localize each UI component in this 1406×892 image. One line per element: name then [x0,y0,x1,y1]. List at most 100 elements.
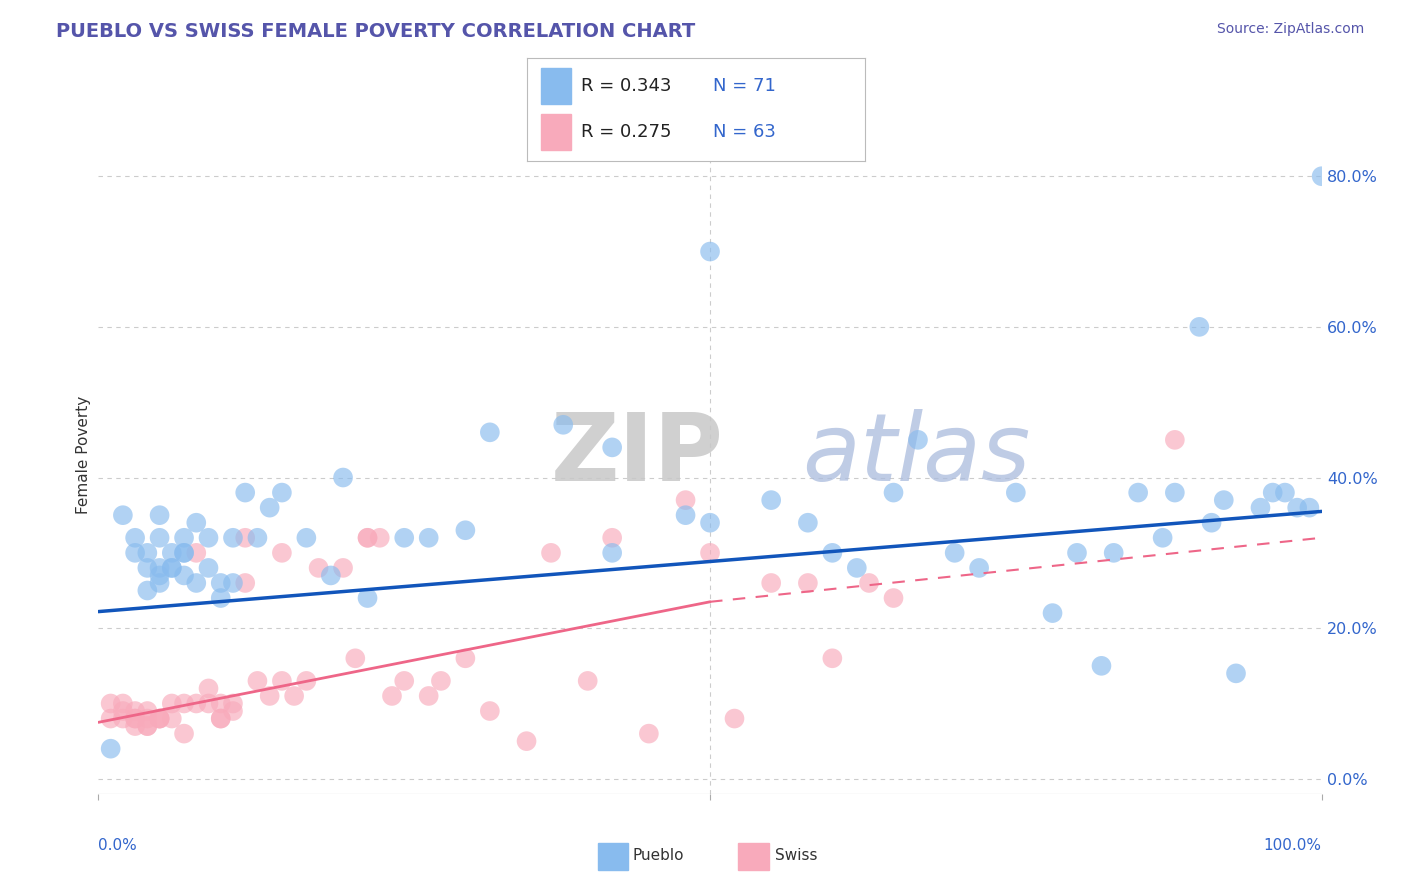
Point [675,508,697,523]
Point [111,712,134,726]
Point [418,531,440,545]
Point [761,493,783,508]
Point [124,546,146,560]
Point [100,712,122,726]
Point [1004,485,1026,500]
Text: Swiss: Swiss [775,848,817,863]
Point [332,470,354,484]
Point [222,576,245,591]
Bar [541,114,571,150]
Point [160,561,183,575]
Point [1164,433,1187,447]
Point [149,531,172,545]
Point [907,433,929,447]
Point [270,485,294,500]
Point [638,726,661,740]
Text: N = 71: N = 71 [713,78,776,95]
Point [344,651,367,665]
Point [845,561,868,575]
Point [160,697,183,711]
Point [100,741,122,756]
Point [270,673,294,688]
Point [1274,485,1296,500]
Point [209,697,232,711]
Point [418,689,440,703]
Point [1212,493,1234,508]
Point [1164,485,1187,500]
Point [197,531,219,545]
Point [136,719,159,733]
Point [259,689,281,703]
Point [1298,500,1320,515]
Point [149,508,172,523]
Point [186,516,208,530]
Text: atlas: atlas [801,409,1031,500]
Point [761,576,783,591]
Point [967,561,990,575]
Point [1201,516,1223,530]
Point [186,576,208,591]
Point [124,712,146,726]
Point [392,673,416,688]
Point [111,697,134,711]
Point [173,726,195,740]
Point [478,704,501,718]
Point [454,523,477,537]
Point [1249,500,1271,515]
Point [723,712,745,726]
Point [197,697,219,711]
Point [1152,531,1174,545]
Text: 100.0%: 100.0% [1264,838,1322,853]
Text: PUEBLO VS SWISS FEMALE POVERTY CORRELATION CHART: PUEBLO VS SWISS FEMALE POVERTY CORRELATI… [56,22,696,41]
Point [368,531,391,545]
Point [1286,500,1309,515]
Text: ZIP: ZIP [551,409,724,501]
Text: R = 0.275: R = 0.275 [581,123,672,141]
Point [222,697,245,711]
Point [197,561,219,575]
Point [124,712,146,726]
Point [149,712,172,726]
Point [136,719,159,733]
Point [186,697,208,711]
Point [136,546,159,560]
Point [821,651,844,665]
Point [259,500,281,515]
Point [136,583,159,598]
Point [124,704,146,718]
Point [308,561,330,575]
Point [540,546,562,560]
Point [149,712,172,726]
Point [295,673,318,688]
Text: 0.0%: 0.0% [98,838,138,853]
Point [136,712,159,726]
Point [160,712,183,726]
Point [699,244,721,259]
Point [600,441,623,455]
Point [222,704,245,718]
Point [821,546,844,560]
Point [1261,485,1284,500]
Point [124,719,146,733]
Point [430,673,453,688]
Point [100,697,122,711]
Point [797,516,820,530]
Point [943,546,966,560]
Point [222,531,245,545]
Point [699,516,721,530]
Point [699,546,721,560]
Text: N = 63: N = 63 [713,123,776,141]
Point [233,485,256,500]
Point [186,546,208,560]
Point [111,704,134,718]
Point [1090,658,1112,673]
Point [173,568,195,582]
Point [173,697,195,711]
Point [149,561,172,575]
Point [381,689,404,703]
Point [1066,546,1088,560]
Point [149,568,172,582]
Point [1042,606,1064,620]
Point [136,704,159,718]
Point [883,591,905,605]
